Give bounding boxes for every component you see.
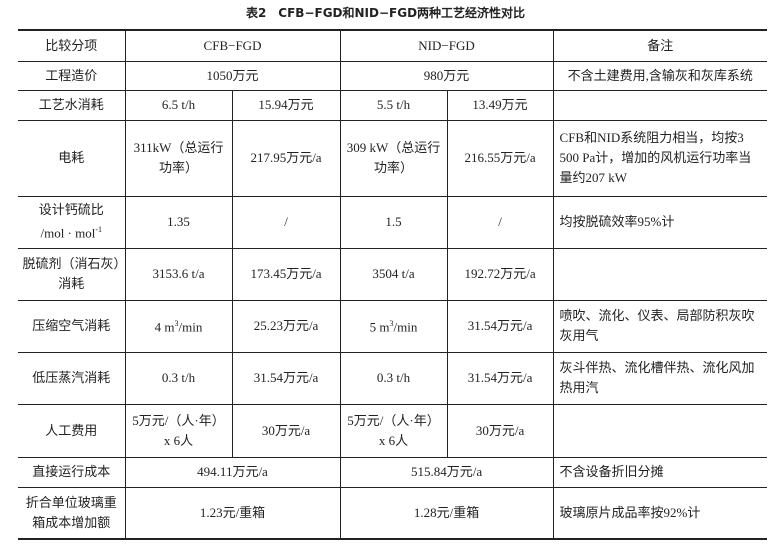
cfb-qty: 5万元/（人·年）x 6人 <box>124 403 232 457</box>
row-note: 喷吹、流化、仪表、局部防积灰吹灰用气 <box>552 299 768 352</box>
cfb-qty: 6.5 t/h <box>124 89 232 120</box>
table-row: 压缩空气消耗 4 m3/min 25.23万元/a 5 m3/min 31.54… <box>18 299 768 352</box>
row-note: 不含土建费用,含输灰和灰库系统 <box>552 60 768 90</box>
row-note: 不含设备折旧分摊 <box>552 456 768 487</box>
row-item: 电耗 <box>18 119 125 196</box>
nid-qty: 3504 t/a <box>339 247 448 300</box>
row-item-label: 设计钙硫比 <box>38 202 104 218</box>
nid-qty: 309 kW（总运行功率） <box>339 119 448 196</box>
unit-exponent: 3 <box>389 319 394 329</box>
row-item: 脱硫剂（消石灰）消耗 <box>18 247 125 300</box>
row-note <box>552 403 768 457</box>
row-note: 灰斗伴热、流化槽伴热、流化风加热用汽 <box>552 351 768 404</box>
cfb-qty: 1.35 <box>124 195 232 248</box>
nid-cost: 31.54万元/a <box>446 299 554 352</box>
economic-comparison-table: 比较分项 CFB−FGD NID−FGD 备注 工程造价 1050万元 980万… <box>18 29 768 540</box>
row-note <box>552 89 768 120</box>
cfb-qty: 3153.6 t/a <box>124 247 232 300</box>
row-note: CFB和NID系统阻力相当，均按3 500 Pa计，增加的风机运行功率当量约20… <box>552 119 768 196</box>
header-cfb: CFB−FGD <box>124 29 341 61</box>
table-row: 人工费用 5万元/（人·年）x 6人 30万元/a 5万元/（人·年）x 6人 … <box>18 403 768 457</box>
cfb-cost: 173.45万元/a <box>231 247 341 300</box>
row-note: 玻璃原片成品率按92%计 <box>552 486 768 539</box>
nid-qty: 0.3 t/h <box>339 351 448 404</box>
row-item: 工程造价 <box>18 60 125 90</box>
cfb-qty-value: 4 m <box>154 319 175 335</box>
nid-cost: 216.55万元/a <box>446 119 554 196</box>
nid-cost: 31.54万元/a <box>446 351 554 404</box>
nid-cost: 13.49万元 <box>446 89 554 120</box>
cfb-qty: 4 m3/min <box>124 299 232 352</box>
nid-qty: 5.5 t/h <box>339 89 448 120</box>
cfb-qty: 311kW（总运行功率） <box>124 119 232 196</box>
table-title: 表2 CFB−FGD和NID−FGD两种工艺经济性对比 <box>245 6 526 20</box>
table-row: 设计钙硫比/mol · mol-1 1.35 / 1.5 / 均按脱硫效率95%… <box>18 195 768 248</box>
nid-total: 515.84万元/a <box>339 456 554 487</box>
row-item: 折合单位玻璃重箱成本增加额 <box>18 486 125 539</box>
header-item: 比较分项 <box>18 29 125 61</box>
nid-qty: 5万元/（人·年）x 6人 <box>339 403 448 457</box>
nid-cost: 30万元/a <box>446 403 554 457</box>
cfb-total: 1050万元 <box>124 60 341 90</box>
row-item: 人工费用 <box>18 403 125 457</box>
row-item: 低压蒸汽消耗 <box>18 351 125 404</box>
nid-qty-value: 5 m <box>369 319 390 335</box>
nid-qty: 1.5 <box>339 195 448 248</box>
row-note: 均按脱硫效率95%计 <box>552 195 768 248</box>
cfb-cost: 25.23万元/a <box>231 299 341 352</box>
table-row: 工艺水消耗 6.5 t/h 15.94万元 5.5 t/h 13.49万元 <box>18 89 768 120</box>
table-row: 电耗 311kW（总运行功率） 217.95万元/a 309 kW（总运行功率）… <box>18 119 768 196</box>
row-item: 工艺水消耗 <box>18 89 125 120</box>
header-row: 比较分项 CFB−FGD NID−FGD 备注 <box>18 29 768 61</box>
nid-total: 980万元 <box>339 60 554 90</box>
nid-cost: / <box>446 195 554 248</box>
cfb-cost: 217.95万元/a <box>231 119 341 196</box>
row-item: 直接运行成本 <box>18 456 125 487</box>
unit-exponent: -1 <box>95 225 103 235</box>
row-item: 压缩空气消耗 <box>18 299 125 352</box>
row-item-unit: /mol · mol <box>40 225 96 241</box>
nid-cost: 192.72万元/a <box>446 247 554 300</box>
cfb-total: 1.23元/重箱 <box>124 486 341 539</box>
nid-total: 1.28元/重箱 <box>339 486 554 539</box>
header-nid: NID−FGD <box>339 29 554 61</box>
nid-qty: 5 m3/min <box>339 299 448 352</box>
table-row: 折合单位玻璃重箱成本增加额 1.23元/重箱 1.28元/重箱 玻璃原片成品率按… <box>18 486 768 539</box>
cfb-cost: / <box>231 195 341 248</box>
cfb-qty-unit: /min <box>178 319 203 335</box>
cfb-cost: 30万元/a <box>231 403 341 457</box>
unit-exponent: 3 <box>174 319 179 329</box>
table-row: 脱硫剂（消石灰）消耗 3153.6 t/a 173.45万元/a 3504 t/… <box>18 247 768 300</box>
cfb-qty: 0.3 t/h <box>124 351 232 404</box>
table-row: 直接运行成本 494.11万元/a 515.84万元/a 不含设备折旧分摊 <box>18 456 768 487</box>
table-row: 低压蒸汽消耗 0.3 t/h 31.54万元/a 0.3 t/h 31.54万元… <box>18 351 768 404</box>
table-row: 工程造价 1050万元 980万元 不含土建费用,含输灰和灰库系统 <box>18 60 768 90</box>
cfb-cost: 31.54万元/a <box>231 351 341 404</box>
row-note <box>552 247 768 300</box>
cfb-cost: 15.94万元 <box>231 89 341 120</box>
nid-qty-unit: /min <box>393 319 418 335</box>
row-item: 设计钙硫比/mol · mol-1 <box>18 195 125 248</box>
cfb-total: 494.11万元/a <box>124 456 341 487</box>
header-note: 备注 <box>552 29 768 61</box>
